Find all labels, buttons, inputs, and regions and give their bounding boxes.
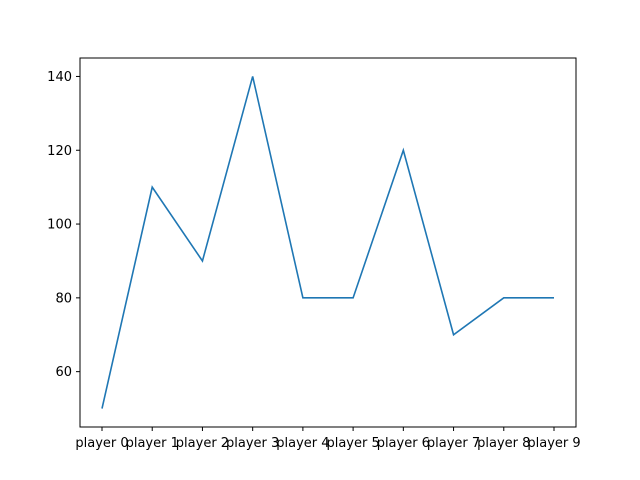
- x-tick-label: player 0: [75, 436, 128, 451]
- series-line: [101, 76, 554, 409]
- x-tick-label: player 8: [477, 436, 530, 451]
- x-tick-label: player 9: [527, 436, 580, 451]
- y-tick-label: 120: [47, 144, 72, 159]
- y-tick-label: 100: [47, 218, 72, 233]
- x-tick-label: player 6: [377, 436, 430, 451]
- x-tick-label: player 7: [427, 436, 480, 451]
- x-tick-label: player 1: [126, 436, 179, 451]
- plot-frame: [79, 57, 577, 428]
- y-tick-label: 80: [55, 291, 72, 306]
- y-axis: 60 80 100 120 140: [47, 70, 80, 380]
- x-tick-label: player 5: [326, 436, 379, 451]
- series-layer: [101, 76, 554, 409]
- plot-area: [80, 58, 576, 427]
- x-tick-label: player 2: [176, 436, 229, 451]
- y-tick-label: 140: [47, 70, 72, 85]
- x-tick-label: player 3: [226, 436, 279, 451]
- y-tick-label: 60: [55, 365, 72, 380]
- x-tick-label: player 4: [276, 436, 329, 451]
